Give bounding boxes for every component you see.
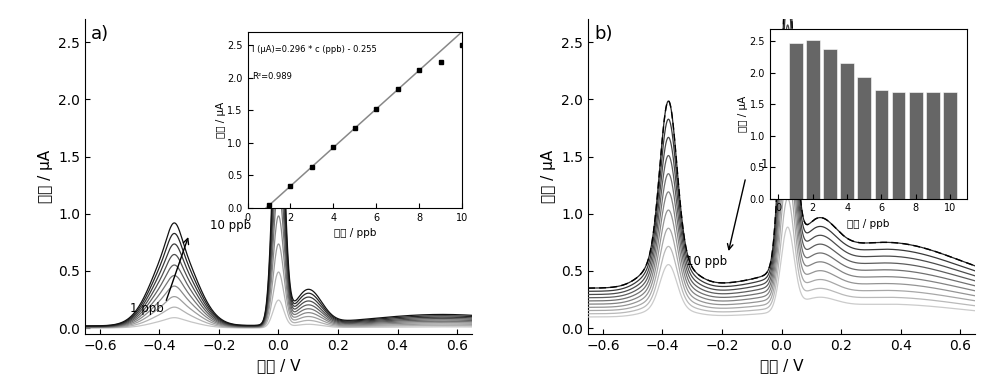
Text: 10 ppb: 10 ppb xyxy=(210,218,251,232)
Y-axis label: 电流 / μA: 电流 / μA xyxy=(541,150,556,203)
Y-axis label: 电流 / μA: 电流 / μA xyxy=(38,150,53,203)
Text: 1 ppb: 1 ppb xyxy=(130,302,163,315)
X-axis label: 电位 / V: 电位 / V xyxy=(257,358,300,373)
X-axis label: 电位 / V: 电位 / V xyxy=(760,358,803,373)
Text: b): b) xyxy=(594,25,612,43)
Text: 10 ppb: 10 ppb xyxy=(686,255,727,268)
Text: 1 ppb: 1 ppb xyxy=(761,158,794,171)
Text: a): a) xyxy=(91,25,109,43)
